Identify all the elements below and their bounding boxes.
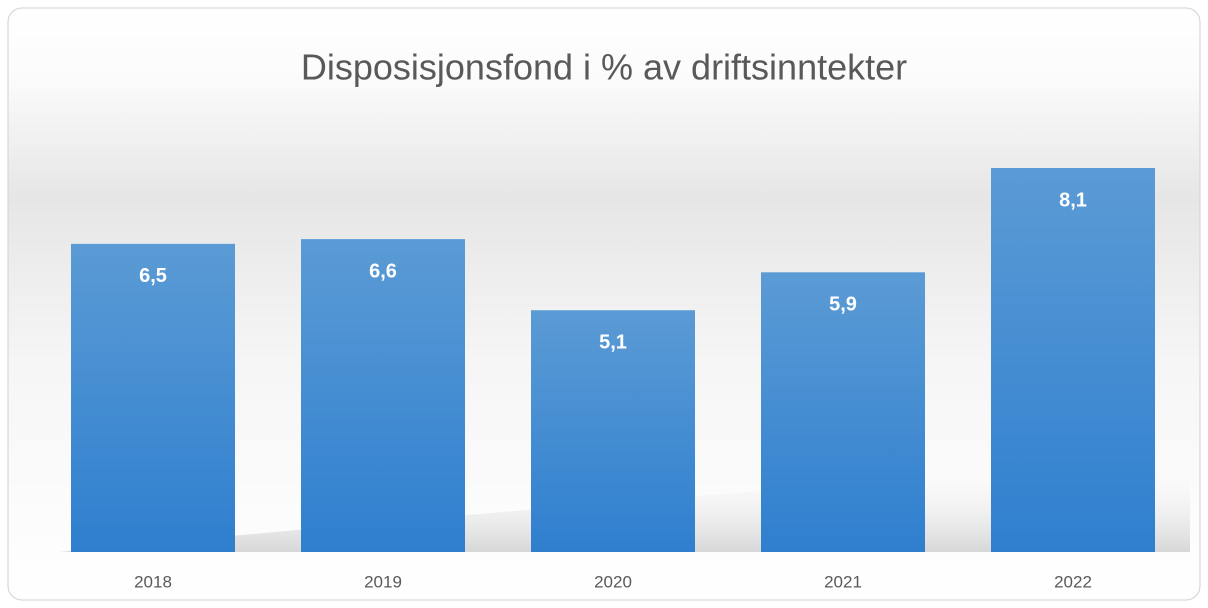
x-tick-label: 2019 (364, 572, 402, 591)
x-tick-label: 2021 (824, 572, 862, 591)
bar (761, 272, 925, 552)
x-tick-label: 2020 (594, 572, 632, 591)
bar (991, 168, 1155, 552)
bar (531, 310, 695, 552)
value-label: 5,1 (599, 332, 627, 354)
bar (301, 239, 465, 552)
value-label: 8,1 (1059, 189, 1087, 211)
bar (71, 243, 235, 552)
chart-title: Disposisjonsfond i % av driftsinntekter (301, 47, 907, 88)
x-tick-label: 2018 (134, 572, 172, 591)
value-label: 6,6 (369, 260, 397, 282)
x-tick-label: 2022 (1054, 572, 1092, 591)
value-label: 6,5 (139, 265, 167, 287)
value-label: 5,9 (829, 294, 857, 316)
